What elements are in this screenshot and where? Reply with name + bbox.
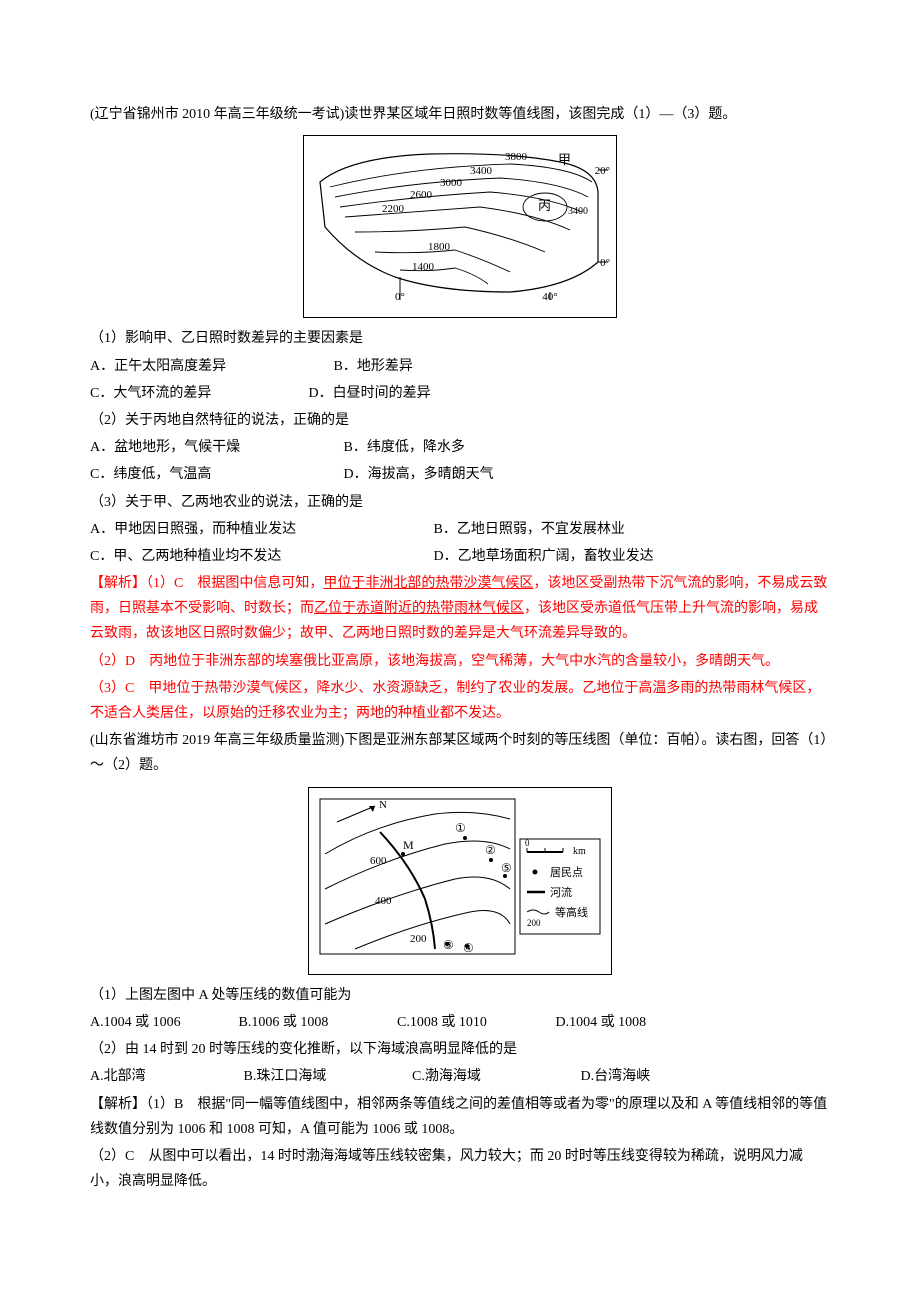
lon-40: 40° bbox=[542, 291, 557, 302]
q2-sub2-stem: （2）由 14 时到 20 时等压线的变化推断，以下海域浪高明显降低的是 bbox=[90, 1037, 830, 1062]
lat-0: 0° bbox=[600, 257, 610, 269]
q1-contour-map: 20° 0° 0° 40° 3800 3400 3000 2600 2200 1… bbox=[310, 142, 610, 302]
q1-sub2-optC[interactable]: C．纬度低，气温高 bbox=[90, 462, 340, 487]
q2-analysis-1: 【解析】（1）B 根据"同一幅等值线图中，相邻两条等值线之间的差值相等或者为零"… bbox=[90, 1092, 830, 1142]
q2-sub2-optA[interactable]: A.北部湾 bbox=[90, 1064, 240, 1089]
q1-sub2-stem: （2）关于丙地自然特征的说法，正确的是 bbox=[90, 408, 830, 433]
contour-3800: 3800 bbox=[505, 151, 528, 163]
q2-sub2-opts: A.北部湾 B.珠江口海域 C.渤海海域 D.台湾海峡 bbox=[90, 1064, 830, 1089]
legend-contour: 等高线 bbox=[555, 905, 588, 919]
q1-sub3-optA[interactable]: A．甲地因日照强，而种植业发达 bbox=[90, 517, 430, 542]
q1-ana-1a: 【解析】（1）C 根据图中信息可知， bbox=[90, 576, 323, 591]
q2-sub2-optB[interactable]: B.珠江口海域 bbox=[244, 1064, 409, 1089]
q1-sub1-row1: A．正午太阳高度差异 B．地形差异 bbox=[90, 354, 830, 379]
north-label: N bbox=[379, 799, 387, 811]
q1-sub2-row2: C．纬度低，气温高 D．海拔高，多晴朗天气 bbox=[90, 462, 830, 487]
legend-scale-zero: 0 bbox=[525, 838, 530, 848]
q2-sub2-optD[interactable]: D.台湾海峡 bbox=[581, 1064, 651, 1089]
q1-sub2-optA[interactable]: A．盆地地形，气候干燥 bbox=[90, 435, 340, 460]
contour-2200: 2200 bbox=[382, 203, 405, 215]
contour-bing-3400: 3400 bbox=[568, 206, 588, 217]
contour-400: 400 bbox=[375, 895, 392, 907]
q1-sub1-optD[interactable]: D．白昼时间的差异 bbox=[309, 381, 431, 406]
q1-sub1-row2: C．大气环流的差异 D．白昼时间的差异 bbox=[90, 381, 830, 406]
q1-sub1-stem: （1）影响甲、乙日照时数差异的主要因素是 bbox=[90, 326, 830, 351]
mark-M: M bbox=[403, 838, 414, 852]
q2-analysis-2: （2）C 从图中可以看出，14 时时渤海海域等压线较密集，风力较大；而 20 时… bbox=[90, 1144, 830, 1194]
q1-sub3-optC[interactable]: C．甲、乙两地种植业均不发达 bbox=[90, 544, 430, 569]
q1-sub3-row1: A．甲地因日照强，而种植业发达 B．乙地日照弱，不宜发展林业 bbox=[90, 517, 830, 542]
q1-sub1-optA[interactable]: A．正午太阳高度差异 bbox=[90, 354, 330, 379]
contour-1400: 1400 bbox=[412, 261, 435, 273]
q1-sub3-optD[interactable]: D．乙地草场面积广阔，畜牧业发达 bbox=[434, 544, 654, 569]
q2-sub1-optB[interactable]: B.1006 或 1008 bbox=[239, 1010, 394, 1035]
q1-analysis-3: （3）C 甲地位于热带沙漠气候区，降水少、水资源缺乏，制约了农业的发展。乙地位于… bbox=[90, 676, 830, 726]
q2-sub2-optC[interactable]: C.渤海海域 bbox=[412, 1064, 577, 1089]
contour-1800: 1800 bbox=[428, 241, 451, 253]
q1-sub1-optB[interactable]: B．地形差异 bbox=[334, 354, 413, 379]
lon-0: 0° bbox=[395, 291, 405, 302]
legend-contour-val: 200 bbox=[527, 918, 541, 928]
contour-600: 600 bbox=[370, 855, 387, 867]
q1-analysis-2: （2）D 丙地位于非洲东部的埃塞俄比亚高原，该地海拔高，空气稀薄，大气中水汽的含… bbox=[90, 649, 830, 674]
contour-2600: 2600 bbox=[410, 189, 433, 201]
q2-sub1-opts: A.1004 或 1006 B.1006 或 1008 C.1008 或 101… bbox=[90, 1010, 830, 1035]
q2-sub1-optA[interactable]: A.1004 或 1006 bbox=[90, 1010, 235, 1035]
contour-3000: 3000 bbox=[440, 177, 463, 189]
q1-sub3-optB[interactable]: B．乙地日照弱，不宜发展林业 bbox=[434, 517, 625, 542]
q2-sub1-optC[interactable]: C.1008 或 1010 bbox=[397, 1010, 552, 1035]
mark-1: ① bbox=[455, 821, 466, 835]
legend-scale-unit: km bbox=[573, 846, 586, 857]
q2-figure: N 600 400 200 M ① ② ③ ④ ⑤ bbox=[90, 787, 830, 975]
contour-3400: 3400 bbox=[470, 165, 493, 177]
legend-river: 河流 bbox=[550, 885, 572, 899]
q1-ana-1b: 甲位于非洲北部的热带沙漠气候区 bbox=[323, 576, 533, 591]
q2-sub1-stem: （1）上图左图中 A 处等压线的数值可能为 bbox=[90, 983, 830, 1008]
label-bing: 丙 bbox=[538, 198, 551, 213]
q2-sub1-optD[interactable]: D.1004 或 1008 bbox=[556, 1010, 647, 1035]
legend-point: 居民点 bbox=[550, 866, 583, 879]
q1-figure: 20° 0° 0° 40° 3800 3400 3000 2600 2200 1… bbox=[90, 135, 830, 318]
q1-sub2-row1: A．盆地地形，气候干燥 B．纬度低，降水多 bbox=[90, 435, 830, 460]
q1-sub3-stem: （3）关于甲、乙两地农业的说法，正确的是 bbox=[90, 490, 830, 515]
q1-intro: (辽宁省锦州市 2010 年高三年级统一考试)读世界某区域年日照时数等值线图，该… bbox=[90, 102, 830, 127]
contour-200: 200 bbox=[410, 933, 427, 945]
q2-figure-box: N 600 400 200 M ① ② ③ ④ ⑤ bbox=[308, 787, 612, 975]
q1-sub2-optD[interactable]: D．海拔高，多晴朗天气 bbox=[344, 462, 494, 487]
label-jia: 甲 bbox=[558, 152, 571, 167]
mark-4: ④ bbox=[463, 941, 474, 955]
q2-intro: (山东省潍坊市 2019 年高三年级质量监测)下图是亚洲东部某区域两个时刻的等压… bbox=[90, 728, 830, 778]
lat-20: 20° bbox=[595, 165, 610, 177]
q1-analysis-1: 【解析】（1）C 根据图中信息可知，甲位于非洲北部的热带沙漠气候区，该地区受副热… bbox=[90, 571, 830, 647]
mark-5: ⑤ bbox=[501, 861, 512, 875]
q2-contour-map: N 600 400 200 M ① ② ③ ④ ⑤ bbox=[315, 794, 605, 959]
q1-ana-1d: 乙位于赤道附近的热带雨林气候区 bbox=[314, 601, 524, 616]
q1-sub2-optB[interactable]: B．纬度低，降水多 bbox=[344, 435, 465, 460]
q1-sub3-row2: C．甲、乙两地种植业均不发达 D．乙地草场面积广阔，畜牧业发达 bbox=[90, 544, 830, 569]
q1-sub1-optC[interactable]: C．大气环流的差异 bbox=[90, 381, 305, 406]
q1-figure-box: 20° 0° 0° 40° 3800 3400 3000 2600 2200 1… bbox=[303, 135, 617, 318]
mark-2: ② bbox=[485, 843, 496, 857]
